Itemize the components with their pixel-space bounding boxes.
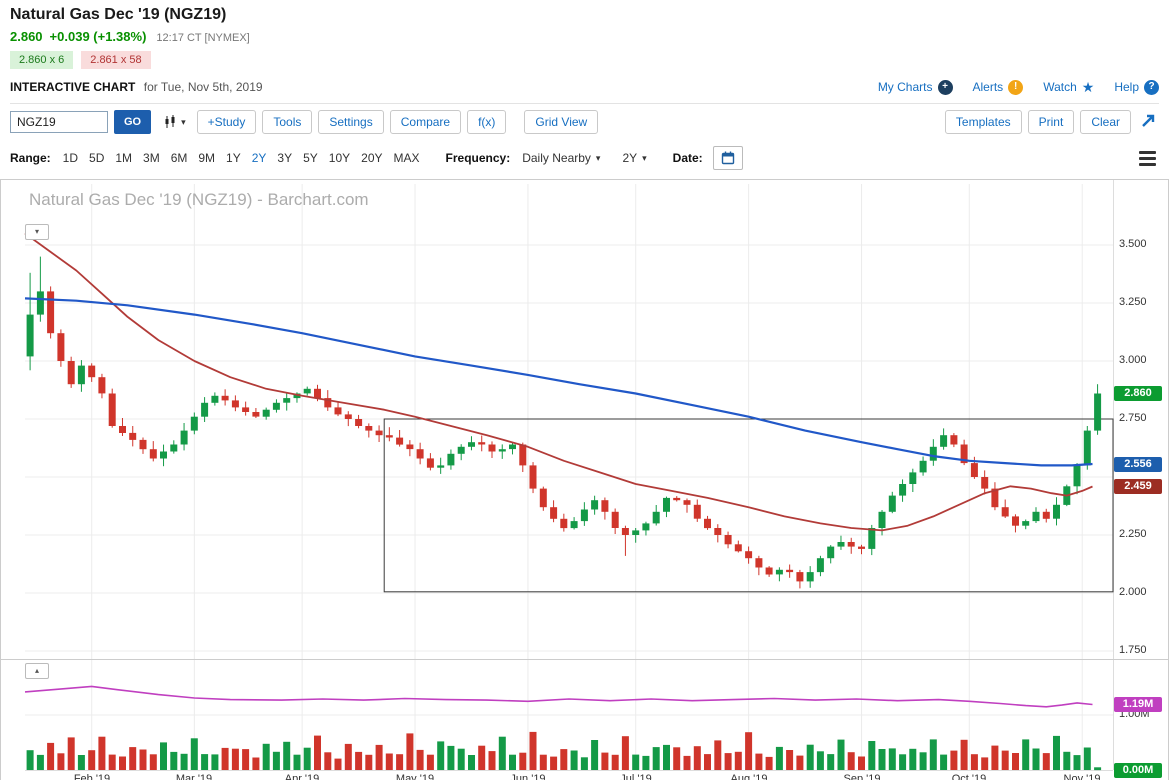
range-option-1y[interactable]: 1Y bbox=[226, 151, 241, 165]
clear-button[interactable]: Clear bbox=[1080, 110, 1131, 134]
collapse-price-pane-button[interactable]: ▾ bbox=[25, 224, 49, 240]
chevron-down-icon: ▾ bbox=[642, 152, 647, 163]
x-axis-label: May '19 bbox=[395, 773, 435, 780]
x-axis-label: Sep '19 bbox=[843, 773, 881, 780]
period-select[interactable]: 2Y ▾ bbox=[622, 151, 647, 165]
y-axis-label: 2.750 bbox=[1119, 412, 1147, 424]
hamburger-icon bbox=[1139, 150, 1156, 154]
range-option-1d[interactable]: 1D bbox=[62, 151, 79, 165]
ma-line-red bbox=[24, 232, 1093, 532]
open-interest-line bbox=[24, 685, 1093, 708]
range-option-5y[interactable]: 5Y bbox=[303, 151, 318, 165]
bid-ask-row: 2.860 x 6 2.861 x 58 bbox=[10, 51, 1159, 69]
watch-link[interactable]: Watch ★ bbox=[1043, 79, 1095, 95]
chart-date-label: for Tue, Nov 5th, 2019 bbox=[143, 80, 263, 94]
y-axis-label: 3.250 bbox=[1119, 296, 1147, 308]
go-button[interactable]: GO bbox=[114, 110, 152, 134]
range-option-6m[interactable]: 6M bbox=[170, 151, 188, 165]
tools-button[interactable]: Tools bbox=[262, 110, 313, 134]
settings-button[interactable]: Settings bbox=[318, 110, 384, 134]
range-option-2y-selected[interactable]: 2Y bbox=[251, 151, 267, 165]
range-option-3y[interactable]: 3Y bbox=[277, 151, 293, 165]
chart-header-row: INTERACTIVE CHART for Tue, Nov 5th, 2019… bbox=[10, 76, 1159, 104]
candlestick-chart-icon bbox=[165, 115, 175, 128]
arrow-up-right-icon bbox=[1142, 114, 1155, 127]
range-option-max[interactable]: MAX bbox=[393, 151, 420, 165]
last-price: 2.860 bbox=[10, 29, 43, 44]
quote-header: Natural Gas Dec '19 (NGZ19) 2.860 +0.039… bbox=[0, 0, 1169, 104]
range-option-1m[interactable]: 1M bbox=[115, 151, 133, 165]
star-icon: ★ bbox=[1081, 79, 1095, 95]
fx-button[interactable]: f(x) bbox=[467, 110, 507, 134]
plus-circle-icon: + bbox=[937, 79, 953, 95]
header-links: My Charts + Alerts ! Watch ★ Help ? bbox=[878, 79, 1159, 95]
range-option-10y[interactable]: 10Y bbox=[328, 151, 351, 165]
chevron-down-icon: ▾ bbox=[595, 152, 601, 163]
candlestick-series bbox=[26, 256, 1102, 589]
ma-red-badge: 2.459 bbox=[1114, 479, 1162, 494]
x-axis-label: Jul '19 bbox=[620, 773, 652, 780]
compare-button[interactable]: Compare bbox=[389, 110, 462, 134]
y-axis-label: 3.000 bbox=[1119, 354, 1147, 366]
ma-line-blue bbox=[24, 297, 1093, 467]
y-axis-label: 2.000 bbox=[1119, 586, 1147, 598]
date-label: Date: bbox=[672, 151, 703, 165]
price-change: +0.039 (+1.38%) bbox=[49, 29, 147, 44]
page-title: Natural Gas Dec '19 (NGZ19) bbox=[10, 6, 227, 23]
range-option-3m[interactable]: 3M bbox=[143, 151, 160, 165]
alerts-link[interactable]: Alerts ! bbox=[973, 79, 1024, 95]
x-axis-label: Aug '19 bbox=[730, 773, 768, 780]
study-button[interactable]: +Study bbox=[196, 110, 257, 134]
date-picker-button[interactable] bbox=[712, 146, 743, 170]
popout-chart-button[interactable] bbox=[1137, 112, 1159, 133]
interactive-chart-label: INTERACTIVE CHART bbox=[10, 80, 136, 94]
x-axis-label: Jun '19 bbox=[510, 773, 546, 780]
x-axis-label: Mar '19 bbox=[175, 773, 213, 780]
y-axis-label: 3.500 bbox=[1119, 238, 1147, 250]
chart-type-dropdown[interactable]: ▾ bbox=[157, 114, 191, 130]
grid-view-button[interactable]: Grid View bbox=[524, 110, 599, 134]
symbol-input[interactable] bbox=[10, 111, 108, 133]
bid-badge: 2.860 x 6 bbox=[10, 51, 74, 69]
range-bar: Range: 1D 5D 1M 3M 6M 9M 1Y 2Y 3Y 5Y 10Y… bbox=[0, 140, 1169, 179]
calendar-icon bbox=[721, 151, 734, 165]
gridlines bbox=[1, 180, 1168, 771]
quote-line: 2.860 +0.039 (+1.38%) 12:17 CT [NYMEX] bbox=[10, 29, 1159, 44]
range-option-20y[interactable]: 20Y bbox=[361, 151, 383, 165]
range-option-5d[interactable]: 5D bbox=[89, 151, 105, 165]
ma-blue-badge: 2.556 bbox=[1114, 456, 1162, 472]
y-axis-label: 1.750 bbox=[1119, 644, 1147, 656]
ask-badge: 2.861 x 58 bbox=[81, 51, 151, 69]
chart-panel: Natural Gas Dec '19 (NGZ19) - Barchart.c… bbox=[0, 179, 1169, 780]
x-axis-label: Feb '19 bbox=[73, 773, 111, 780]
x-axis-label: Apr '19 bbox=[284, 773, 320, 780]
quote-timestamp: 12:17 CT [NYMEX] bbox=[156, 32, 250, 44]
range-option-9m[interactable]: 9M bbox=[198, 151, 216, 165]
collapse-volume-pane-button[interactable]: ▴ bbox=[25, 663, 49, 679]
range-options: 1D 5D 1M 3M 6M 9M 1Y 2Y 3Y 5Y 10Y 20Y MA… bbox=[63, 151, 420, 165]
range-label: Range: bbox=[10, 151, 51, 165]
rectangle-annotation[interactable] bbox=[383, 418, 1114, 593]
help-link[interactable]: Help ? bbox=[1114, 79, 1159, 95]
open-interest-badge: 1.19M bbox=[1114, 697, 1162, 712]
templates-button[interactable]: Templates bbox=[944, 110, 1022, 134]
my-charts-link[interactable]: My Charts + bbox=[878, 79, 953, 95]
alert-exclamation-icon: ! bbox=[1008, 79, 1024, 95]
x-axis-label: Oct '19 bbox=[951, 773, 987, 780]
volume-badge: 0.00M bbox=[1114, 762, 1162, 778]
menu-button[interactable] bbox=[1136, 148, 1159, 169]
frequency-select[interactable]: Daily Nearby ▾ bbox=[522, 151, 601, 165]
chart-canvas[interactable] bbox=[1, 180, 1168, 780]
volume-bars bbox=[26, 731, 1102, 771]
chevron-down-icon: ▾ bbox=[181, 116, 186, 127]
x-axis-label: Nov '19 bbox=[1063, 773, 1101, 780]
question-circle-icon: ? bbox=[1144, 79, 1159, 95]
chart-toolbar: GO ▾ +Study Tools Settings Compare f(x) … bbox=[0, 104, 1169, 140]
y-axis-label: 2.250 bbox=[1119, 528, 1147, 540]
last-price-badge: 2.860 bbox=[1114, 386, 1162, 401]
frequency-label: Frequency: bbox=[445, 151, 511, 165]
print-button[interactable]: Print bbox=[1027, 110, 1075, 134]
